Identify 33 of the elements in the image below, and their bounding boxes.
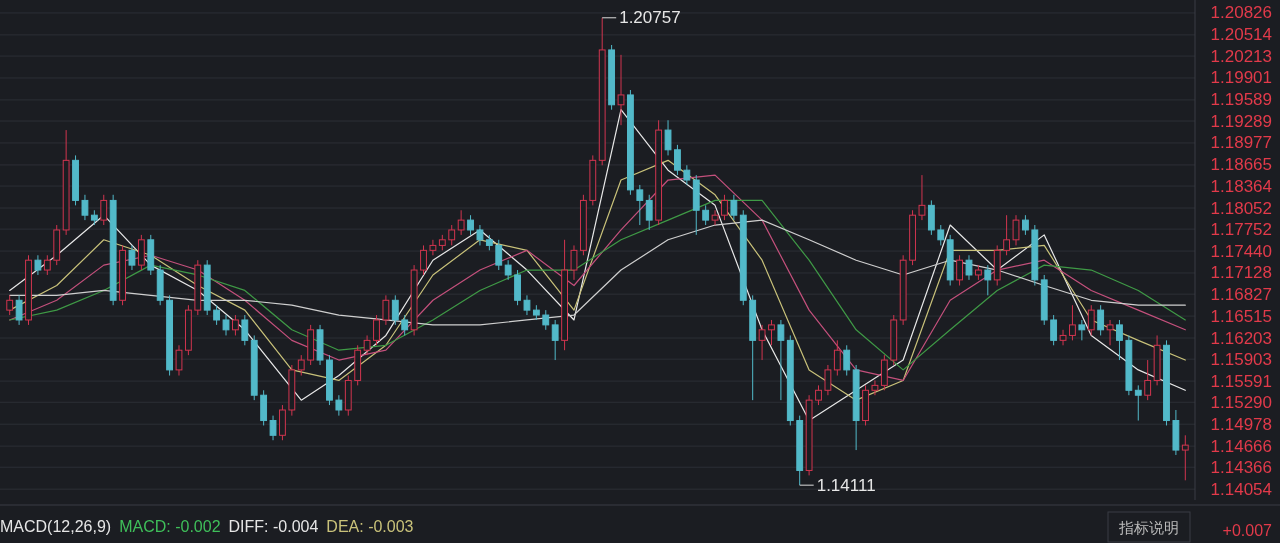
y-tick-label: 1.14666 [1210,436,1272,456]
y-tick-label: 1.15591 [1210,371,1272,391]
text: 指标说明 [1118,518,1179,536]
y-tick-label: 1.18665 [1210,155,1272,175]
text: MACD(12,26,9) [0,517,112,535]
y-tick-label: 1.16827 [1210,284,1272,304]
y-tick-label: 1.17752 [1210,219,1272,239]
text: +0.007 [1222,521,1273,539]
y-tick-label: 1.14366 [1210,457,1272,477]
y-tick-label: 1.20826 [1210,3,1272,23]
y-tick-label: 1.16515 [1210,306,1272,326]
y-tick-label: 1.19289 [1210,111,1272,131]
y-tick-label: 1.17440 [1210,241,1272,261]
y-tick-label: 1.18364 [1210,176,1272,196]
y-tick-label: 1.20514 [1210,25,1272,45]
y-tick-label: 1.14978 [1210,414,1272,434]
text: DIFF: -0.004 [228,517,319,535]
y-tick-label: 1.16203 [1210,328,1272,348]
annotation: 1.14111 [799,475,876,495]
y-tick-label: 1.19589 [1210,90,1272,110]
text: DEA: -0.003 [326,517,414,535]
y-tick-label: 1.15290 [1210,392,1272,412]
annotation: 1.20757 [601,8,681,28]
annotation: 1.20757 [619,8,681,28]
y-tick-label: 1.20213 [1210,46,1272,66]
y-tick-label: 1.18977 [1210,133,1272,153]
y-tick-label: 1.17128 [1210,263,1272,283]
annotation: 1.14111 [816,475,876,495]
text: MACD: -0.002 [119,517,221,535]
y-tick-label: 1.15903 [1210,349,1272,369]
y-tick-label: 1.19901 [1210,68,1272,88]
y-tick-label: 1.18052 [1210,198,1272,218]
y-tick-label: 1.14054 [1210,479,1272,499]
